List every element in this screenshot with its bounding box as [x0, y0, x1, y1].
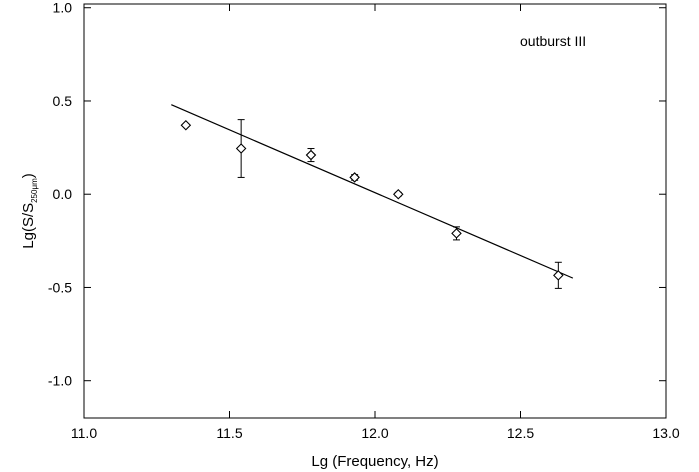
x-tick-label: 12.5: [507, 425, 534, 441]
diamond-marker: [451, 228, 462, 239]
y-axis-title-subscript: 250μm: [30, 178, 39, 203]
data-points: [180, 119, 564, 289]
diamond-marker: [235, 143, 247, 154]
y-axis-title-close: ): [20, 173, 37, 178]
data-point: [553, 261, 564, 289]
diamond-marker: [393, 188, 404, 200]
y-tick-label: -1.0: [48, 373, 72, 389]
x-tick-label: 13.0: [652, 425, 679, 441]
annotation-label: outburst III: [520, 33, 586, 49]
diamond-marker: [349, 172, 360, 183]
y-tick-label: 0.5: [53, 93, 73, 109]
data-point: [393, 188, 404, 200]
x-tick-label: 11.5: [216, 425, 242, 441]
x-axis-title: Lg (Frequency, Hz): [311, 453, 438, 470]
y-axis-title: Lg(S/S250μm): [20, 173, 39, 248]
diamond-marker: [305, 149, 317, 161]
data-point: [180, 119, 192, 131]
fit-line-group: [171, 104, 574, 279]
data-point: [349, 172, 360, 183]
plot-frame: [83, 3, 667, 419]
y-tick-label: 1.0: [53, 0, 73, 16]
x-tick-label: 12.0: [361, 425, 388, 441]
data-point: [235, 119, 247, 178]
svg-text:Lg(S/S250μm): Lg(S/S250μm): [20, 173, 39, 248]
y-tick-label: -0.5: [48, 279, 72, 295]
y-tick-label: 0.0: [53, 186, 73, 202]
diamond-marker: [180, 119, 192, 131]
data-point: [305, 148, 317, 163]
tick-labels: 11.0 11.5 12.0 12.5 13.0 1.0 0.5 0.0 -0.5 -1.0: [48, 0, 680, 441]
diamond-marker: [553, 270, 564, 281]
x-tick-label: 11.0: [71, 425, 97, 441]
fit-line: [171, 104, 574, 279]
y-axis-title-main: Lg(S/S: [20, 203, 37, 249]
data-point: [451, 226, 462, 241]
ticks: [83, 4, 667, 418]
